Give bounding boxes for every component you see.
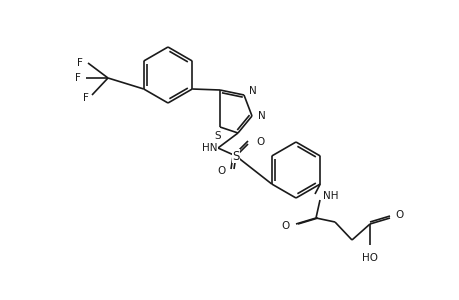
Text: F: F xyxy=(75,73,81,83)
Text: O: O xyxy=(281,221,289,231)
Text: HN: HN xyxy=(202,143,217,153)
Text: F: F xyxy=(83,93,89,103)
Text: S: S xyxy=(232,149,239,163)
Text: F: F xyxy=(77,58,83,68)
Text: O: O xyxy=(256,137,263,147)
Text: NH: NH xyxy=(322,191,338,201)
Text: N: N xyxy=(248,86,256,96)
Text: N: N xyxy=(257,111,265,121)
Text: O: O xyxy=(217,166,225,176)
Text: O: O xyxy=(394,210,403,220)
Text: S: S xyxy=(214,131,221,141)
Text: HO: HO xyxy=(361,253,377,263)
